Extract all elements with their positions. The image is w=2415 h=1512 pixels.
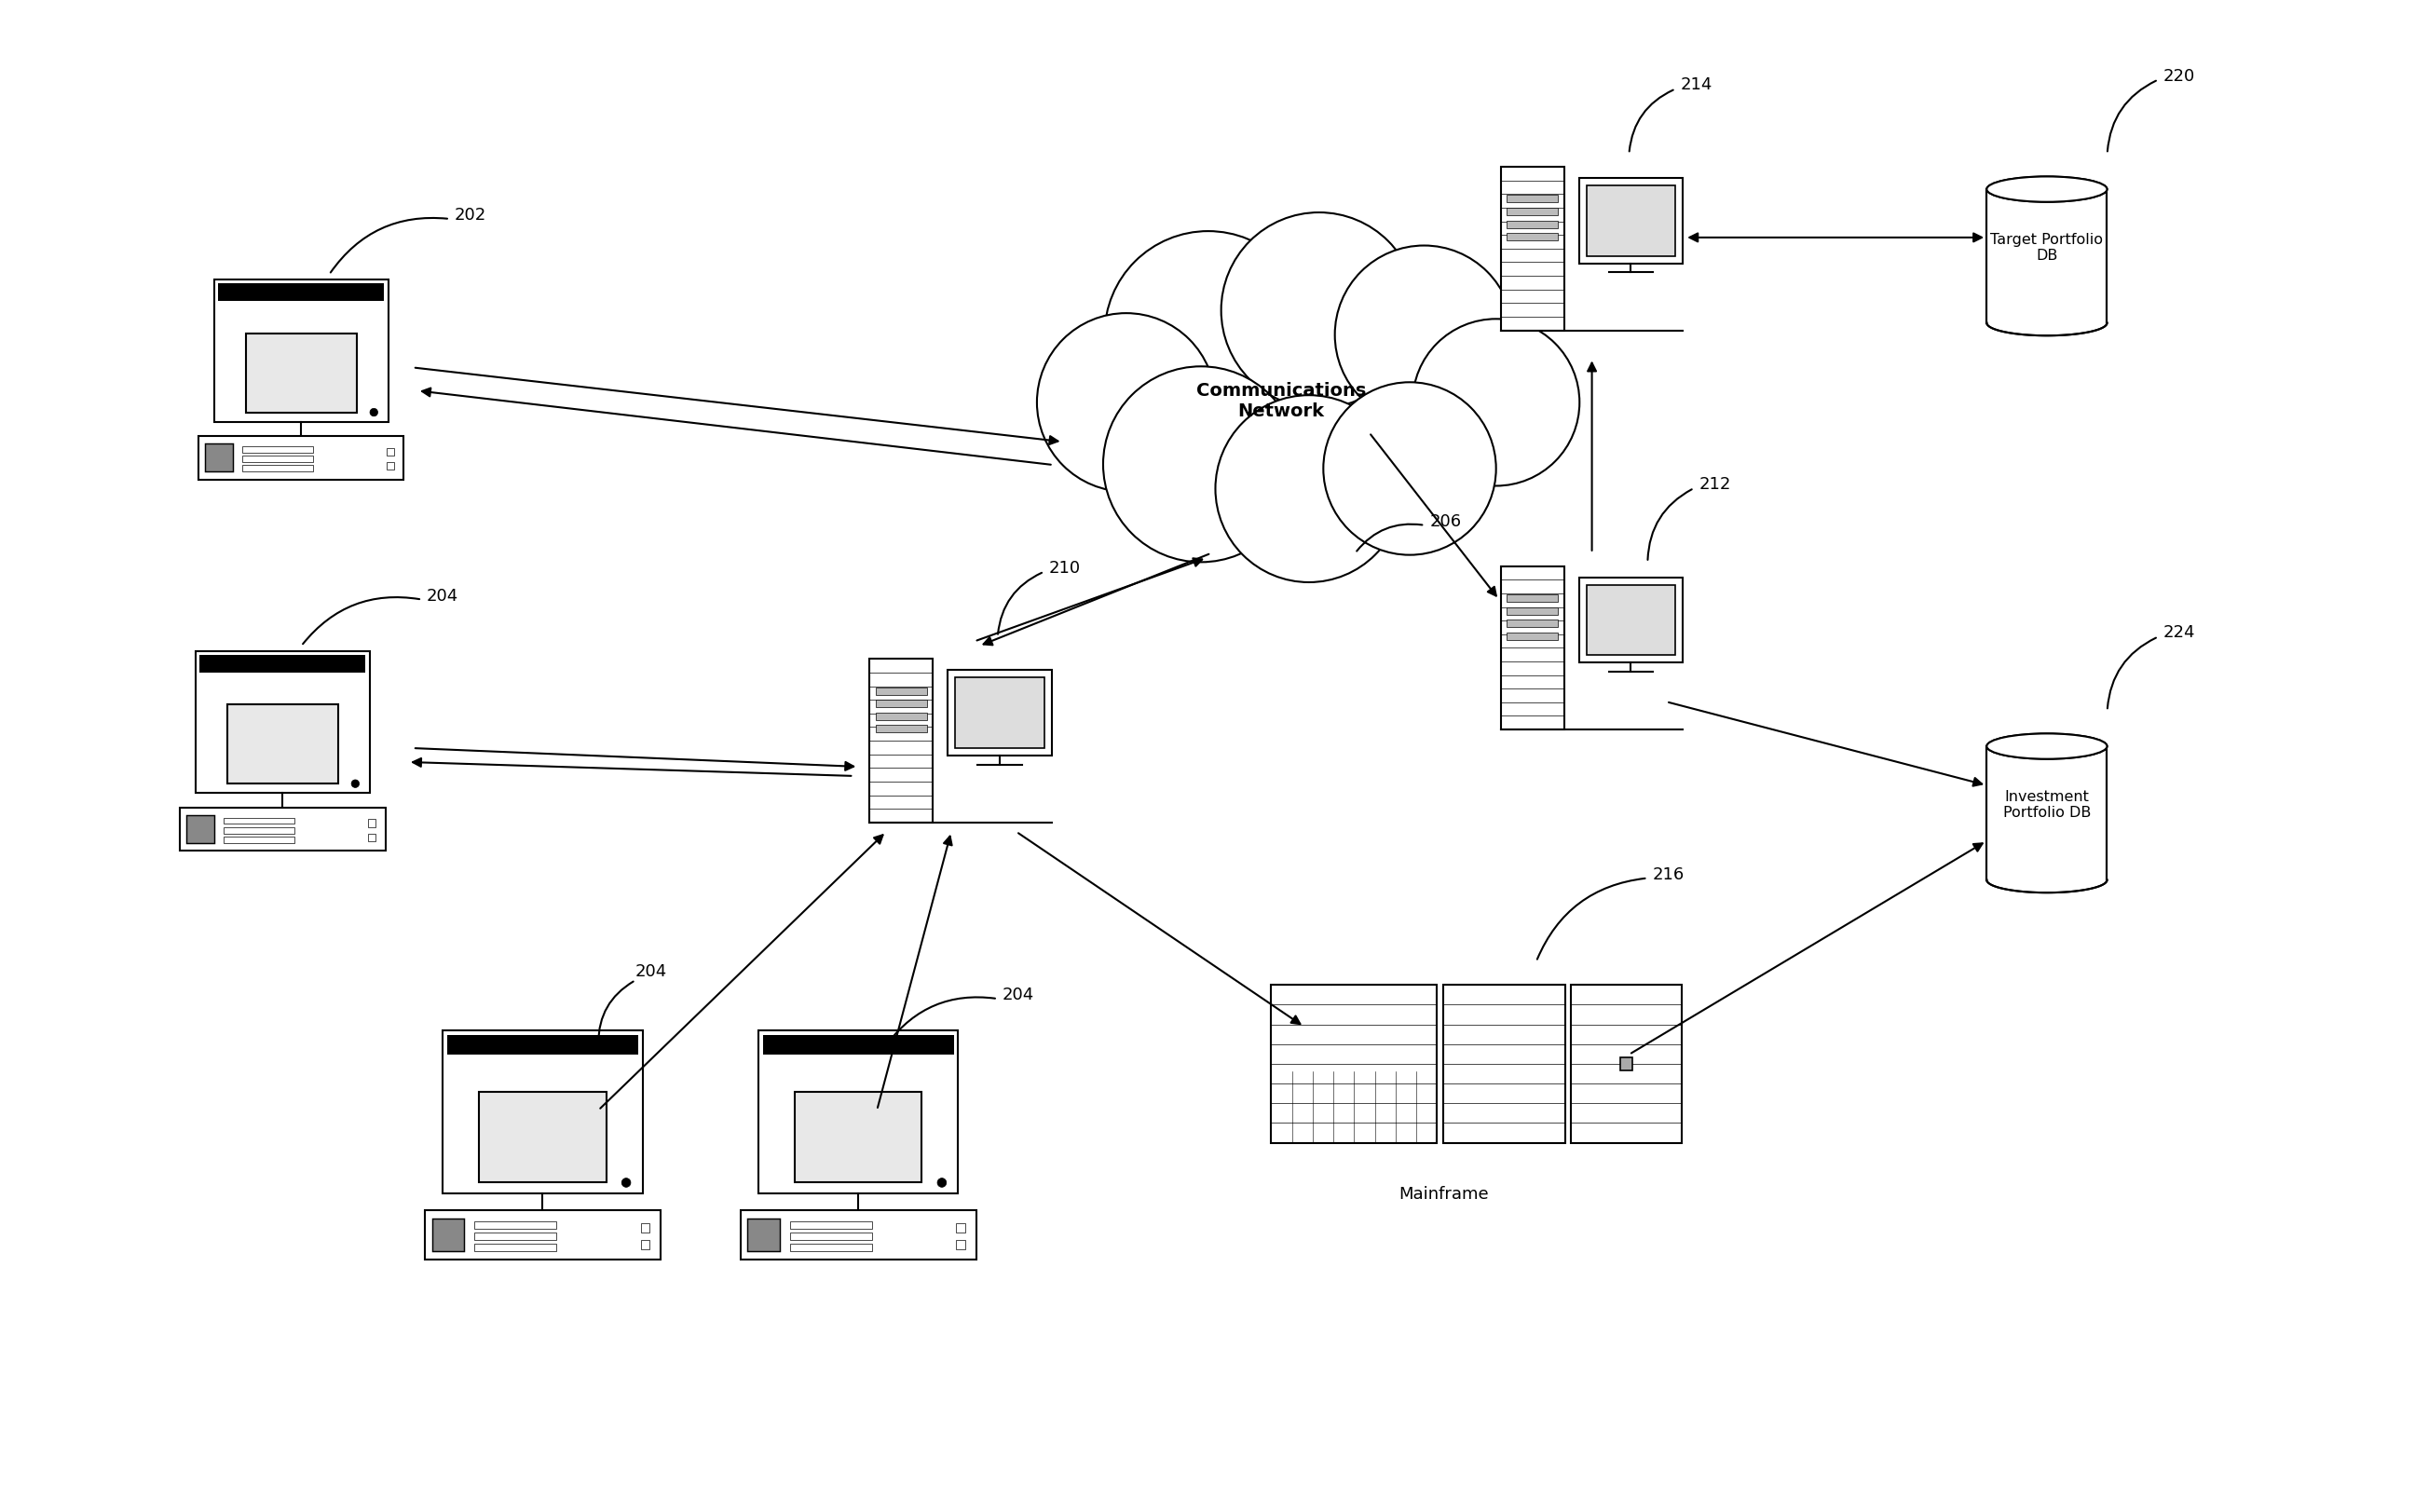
FancyBboxPatch shape — [1579, 178, 1683, 265]
Circle shape — [1104, 367, 1299, 562]
Ellipse shape — [1988, 733, 2106, 759]
FancyBboxPatch shape — [741, 1210, 976, 1259]
FancyBboxPatch shape — [225, 818, 295, 824]
FancyBboxPatch shape — [1507, 634, 1558, 640]
FancyBboxPatch shape — [442, 1031, 642, 1194]
Text: 214: 214 — [1681, 77, 1712, 94]
FancyBboxPatch shape — [205, 445, 232, 472]
FancyBboxPatch shape — [1507, 209, 1558, 216]
Bar — [1988, 747, 2106, 880]
FancyBboxPatch shape — [1507, 197, 1558, 204]
FancyBboxPatch shape — [425, 1210, 662, 1259]
Text: 212: 212 — [1698, 476, 1732, 493]
Ellipse shape — [1988, 177, 2106, 203]
FancyBboxPatch shape — [1270, 986, 1437, 1143]
Text: 206: 206 — [1430, 513, 1461, 529]
Text: Target Portfolio
DB: Target Portfolio DB — [1990, 233, 2103, 263]
Circle shape — [937, 1178, 947, 1187]
FancyBboxPatch shape — [432, 1219, 464, 1250]
FancyBboxPatch shape — [367, 833, 377, 842]
Circle shape — [621, 1178, 630, 1187]
Text: 202: 202 — [454, 207, 485, 224]
Text: 216: 216 — [1652, 865, 1683, 881]
FancyBboxPatch shape — [367, 820, 377, 827]
Text: 204: 204 — [635, 963, 667, 980]
FancyBboxPatch shape — [640, 1240, 650, 1249]
FancyBboxPatch shape — [640, 1223, 650, 1232]
FancyBboxPatch shape — [186, 815, 215, 844]
FancyBboxPatch shape — [877, 714, 927, 720]
Bar — [217, 284, 384, 302]
FancyBboxPatch shape — [1507, 608, 1558, 615]
FancyBboxPatch shape — [1620, 1058, 1633, 1070]
FancyBboxPatch shape — [1507, 594, 1558, 602]
FancyBboxPatch shape — [1587, 585, 1676, 656]
FancyBboxPatch shape — [758, 1031, 959, 1194]
Text: Investment
Portfolio DB: Investment Portfolio DB — [2002, 789, 2091, 820]
FancyBboxPatch shape — [476, 1222, 555, 1229]
FancyBboxPatch shape — [196, 652, 369, 794]
FancyBboxPatch shape — [227, 705, 338, 785]
FancyBboxPatch shape — [225, 827, 295, 833]
FancyBboxPatch shape — [476, 1232, 555, 1240]
Circle shape — [1036, 314, 1215, 493]
Ellipse shape — [1988, 733, 2106, 759]
Circle shape — [1104, 231, 1311, 438]
FancyBboxPatch shape — [956, 1240, 966, 1249]
FancyBboxPatch shape — [478, 1092, 606, 1182]
FancyBboxPatch shape — [954, 677, 1043, 748]
FancyBboxPatch shape — [877, 726, 927, 733]
FancyBboxPatch shape — [1572, 986, 1681, 1143]
Circle shape — [369, 410, 377, 417]
FancyBboxPatch shape — [1507, 620, 1558, 627]
FancyBboxPatch shape — [790, 1243, 872, 1250]
Text: 204: 204 — [427, 587, 459, 603]
Bar — [200, 656, 365, 673]
FancyBboxPatch shape — [1444, 986, 1565, 1143]
FancyBboxPatch shape — [749, 1219, 780, 1250]
FancyBboxPatch shape — [877, 688, 927, 696]
FancyBboxPatch shape — [1579, 578, 1683, 664]
FancyBboxPatch shape — [246, 334, 357, 413]
Bar — [1988, 191, 2106, 324]
FancyBboxPatch shape — [869, 659, 932, 823]
FancyBboxPatch shape — [476, 1243, 555, 1250]
FancyBboxPatch shape — [198, 437, 403, 479]
FancyBboxPatch shape — [956, 1223, 966, 1232]
Text: 220: 220 — [2164, 68, 2195, 85]
Text: Communications
Network: Communications Network — [1195, 381, 1367, 420]
FancyBboxPatch shape — [215, 281, 389, 422]
Text: Mainframe: Mainframe — [1398, 1185, 1488, 1202]
FancyBboxPatch shape — [877, 700, 927, 708]
FancyBboxPatch shape — [790, 1222, 872, 1229]
Circle shape — [350, 780, 360, 788]
Circle shape — [1413, 319, 1579, 487]
Circle shape — [1222, 213, 1418, 408]
FancyBboxPatch shape — [181, 807, 386, 851]
FancyBboxPatch shape — [1507, 234, 1558, 242]
Text: 204: 204 — [1002, 986, 1034, 1002]
FancyBboxPatch shape — [225, 838, 295, 844]
Bar — [763, 1036, 954, 1055]
FancyBboxPatch shape — [947, 671, 1051, 756]
FancyBboxPatch shape — [1507, 221, 1558, 228]
FancyBboxPatch shape — [1587, 186, 1676, 257]
Text: 210: 210 — [1048, 559, 1080, 576]
FancyBboxPatch shape — [386, 463, 394, 470]
FancyBboxPatch shape — [386, 449, 394, 457]
FancyBboxPatch shape — [241, 466, 314, 472]
FancyBboxPatch shape — [795, 1092, 923, 1182]
Bar — [447, 1036, 638, 1055]
FancyBboxPatch shape — [241, 448, 314, 454]
Circle shape — [1335, 246, 1514, 425]
Ellipse shape — [1988, 177, 2106, 203]
FancyBboxPatch shape — [790, 1232, 872, 1240]
FancyBboxPatch shape — [1500, 168, 1565, 331]
Circle shape — [1323, 383, 1495, 555]
FancyBboxPatch shape — [1500, 567, 1565, 730]
Circle shape — [1215, 396, 1403, 582]
FancyBboxPatch shape — [241, 457, 314, 463]
Text: 224: 224 — [2164, 624, 2195, 641]
